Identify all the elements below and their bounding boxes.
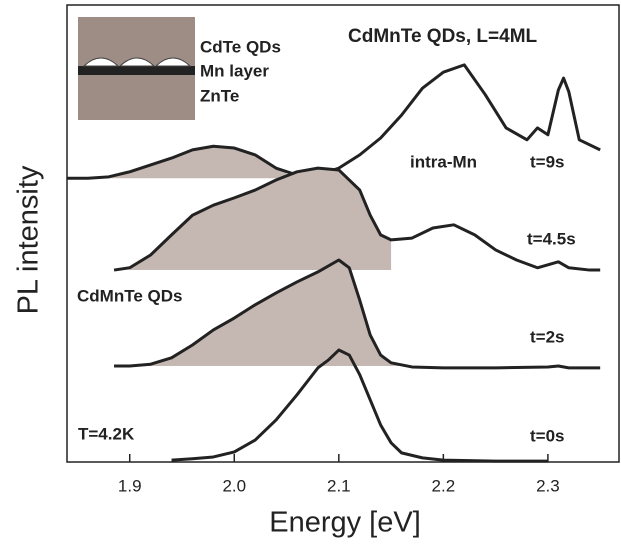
x-tick-label: 2.3 — [536, 476, 560, 495]
shaded-area — [129, 260, 407, 367]
series-label: t=4.5s — [527, 229, 576, 248]
shaded-area — [67, 146, 287, 179]
qd-domes — [82, 57, 192, 67]
y-axis-label: PL intensity — [13, 165, 45, 314]
plot-frame — [66, 4, 620, 463]
spectrum-line — [67, 63, 601, 180]
series-label: t=2s — [530, 327, 565, 346]
shaded-area — [129, 168, 392, 271]
annotation: Mn layer — [200, 61, 269, 80]
annotation: CdTe QDs — [200, 37, 281, 56]
spectrum-line — [114, 258, 601, 370]
x-tick-label: 2.0 — [222, 476, 246, 495]
series-label: t=0s — [530, 426, 565, 445]
x-tick-label: 2.2 — [432, 476, 456, 495]
annotation: ZnTe — [200, 86, 239, 105]
spectrum-line — [113, 166, 601, 272]
spectrum-line — [171, 348, 548, 463]
x-axis-label: Energy [eV] — [269, 507, 421, 539]
inset — [78, 17, 195, 120]
chart-title: CdMnTe QDs, L=4ML — [348, 26, 538, 47]
annotation: intra-Mn — [410, 152, 477, 171]
mn-layer-band — [78, 66, 195, 75]
x-tick-label: 2.1 — [327, 476, 351, 495]
annotation: CdMnTe QDs — [77, 286, 182, 305]
annotation: T=4.2K — [78, 424, 135, 443]
series-label: t=9s — [530, 152, 565, 171]
x-tick-label: 1.9 — [118, 476, 142, 495]
